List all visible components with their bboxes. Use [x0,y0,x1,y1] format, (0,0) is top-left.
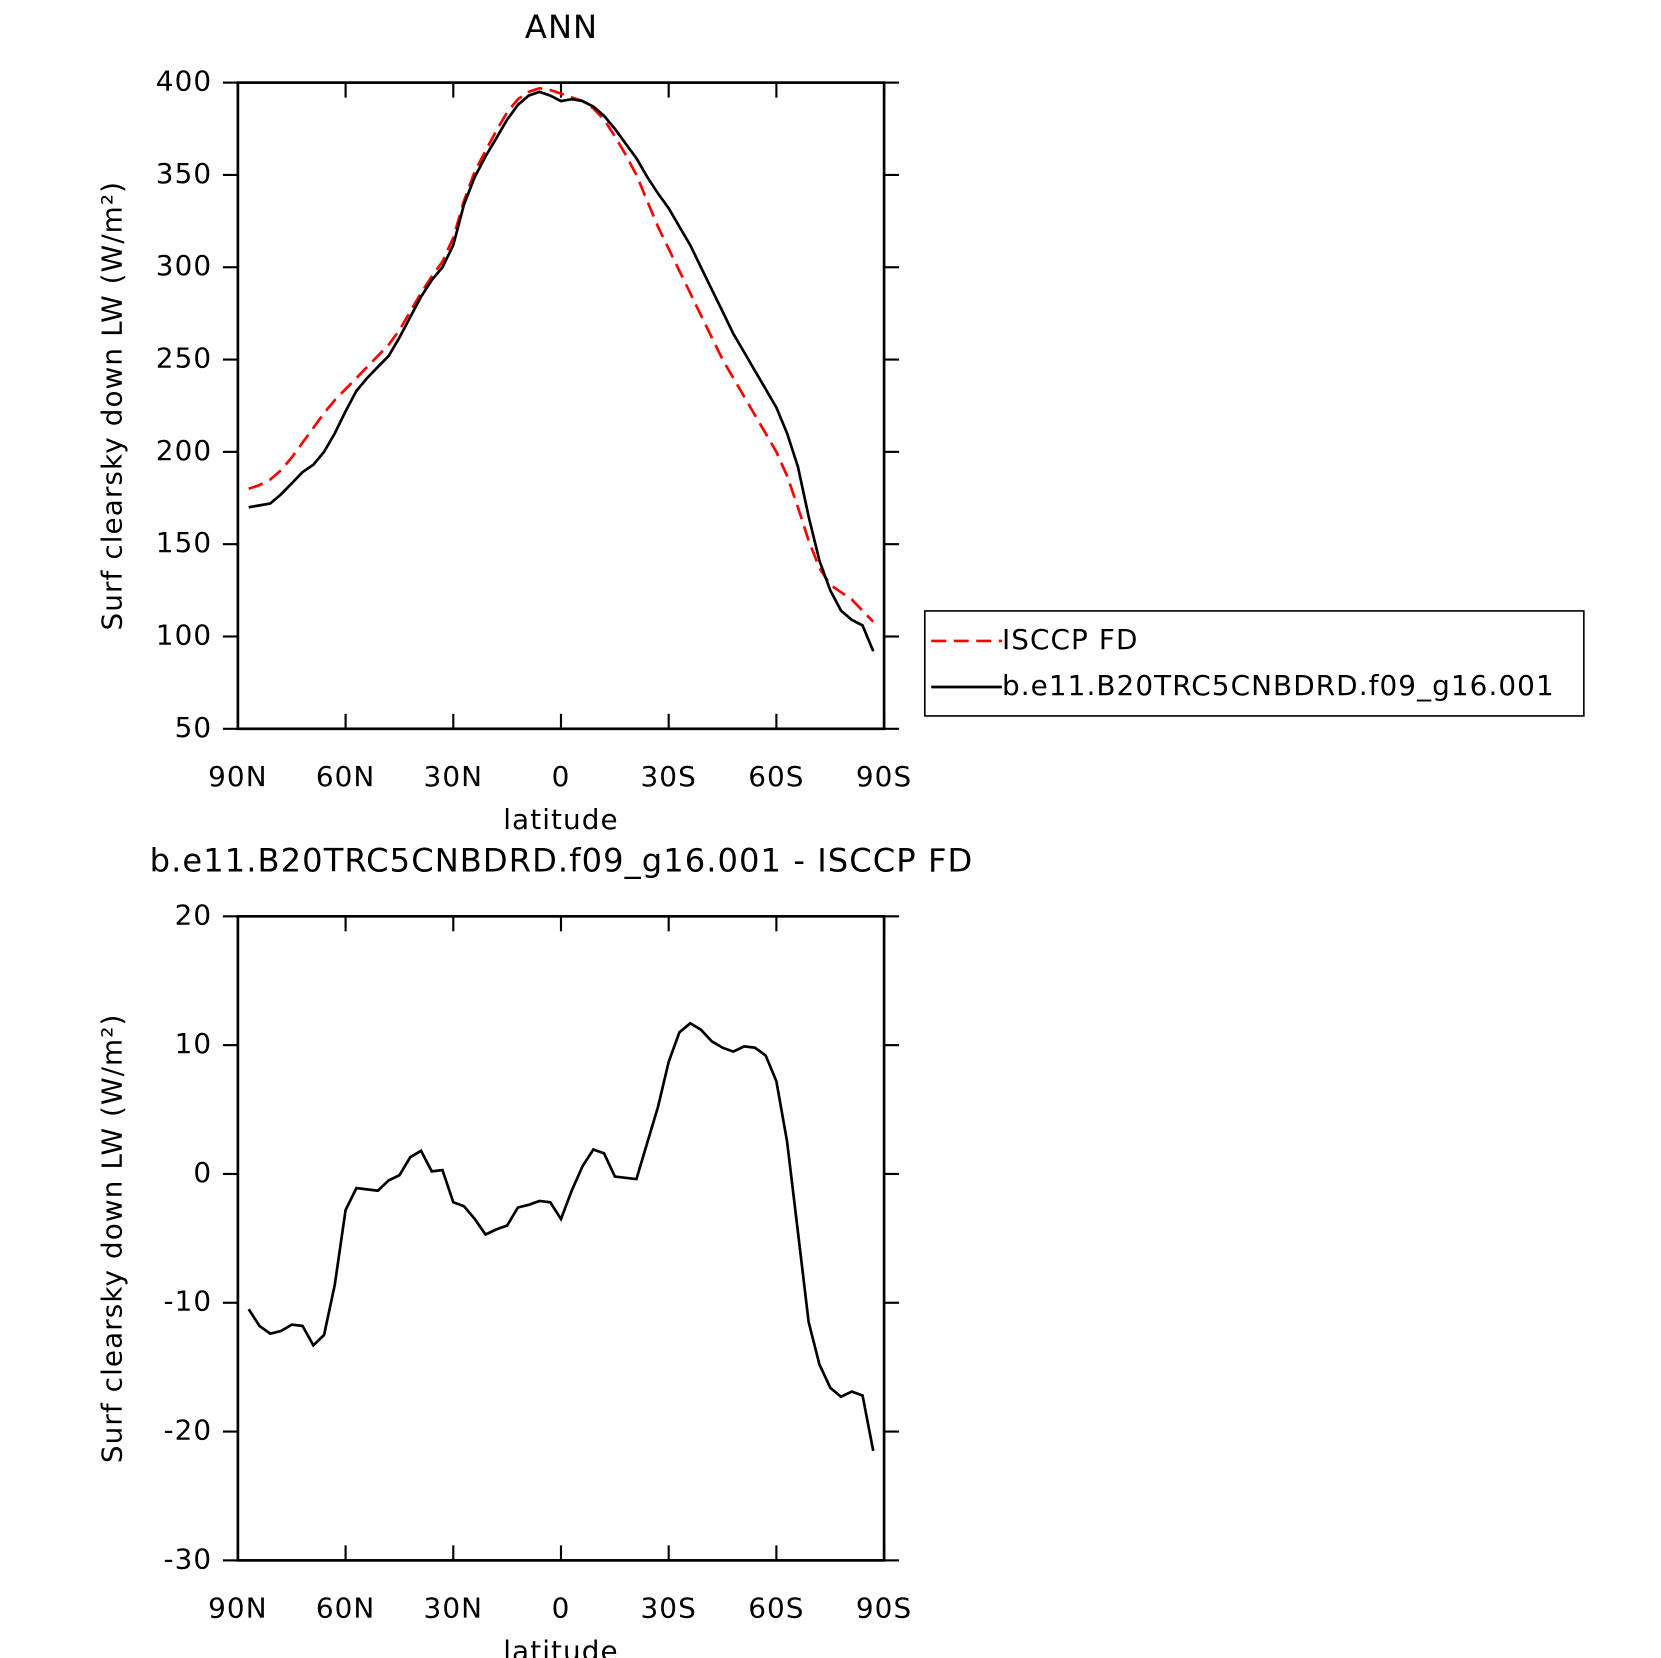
x-tick-label: 60S [748,1592,804,1625]
y-tick-label: 50 [175,711,213,744]
x-tick-label: 30N [424,1592,484,1625]
data-line [248,86,875,623]
legend-box [923,610,1585,717]
chart-title: ANN [525,8,598,46]
data-line [247,1021,875,1452]
y-tick-label: -30 [163,1542,212,1575]
y-axis-label: Surf clearsky down LW (W/m²) [96,181,129,631]
y-tick-label: 300 [156,249,212,282]
x-tick-label: 60N [316,760,376,793]
x-tick-label: 90S [856,1592,912,1625]
y-tick-label: -20 [163,1414,212,1447]
y-tick-label: 250 [156,342,212,375]
panel: ANN latitude Surf clearsky down LW (W/m²) 9… [96,8,1585,836]
y-axis-label: Surf clearsky down LW (W/m²) [96,1014,129,1464]
data-line [248,90,875,652]
y-tick-label: 150 [156,526,212,559]
x-tick-label: 60N [316,1592,376,1625]
y-tick-label: 10 [175,1027,213,1060]
x-tick-label: 90S [856,760,912,793]
y-tick-label: 20 [175,898,213,931]
y-tick-label: 200 [156,434,212,467]
y-tick-label: 400 [156,65,212,98]
x-tick-label: 0 [552,1592,571,1625]
x-tick-label: 30N [424,760,484,793]
x-axis-label: latitude [503,803,618,836]
legend-label: ISCCP FD [1002,623,1139,656]
y-tick-label: 350 [156,157,212,190]
plot-frame [236,81,886,731]
x-axis-label: latitude [503,1635,618,1658]
x-tick-label: 30S [641,760,697,793]
y-tick-label: 0 [193,1156,212,1189]
y-tick-label: 100 [156,618,212,651]
x-tick-label: 90N [208,1592,268,1625]
x-tick-label: 60S [748,760,804,793]
chart-title: b.e11.B20TRC5CNBDRD.f09_g16.001 - ISCCP … [150,842,974,880]
x-tick-label: 30S [641,1592,697,1625]
panel: b.e11.B20TRC5CNBDRD.f09_g16.001 - ISCCP … [96,842,974,1658]
y-tick-label: -10 [163,1285,212,1318]
x-tick-label: 0 [552,760,571,793]
legend-label: b.e11.B20TRC5CNBDRD.f09_g16.001 [1002,669,1555,702]
plot-frame [236,914,886,1562]
x-tick-label: 90N [208,760,268,793]
